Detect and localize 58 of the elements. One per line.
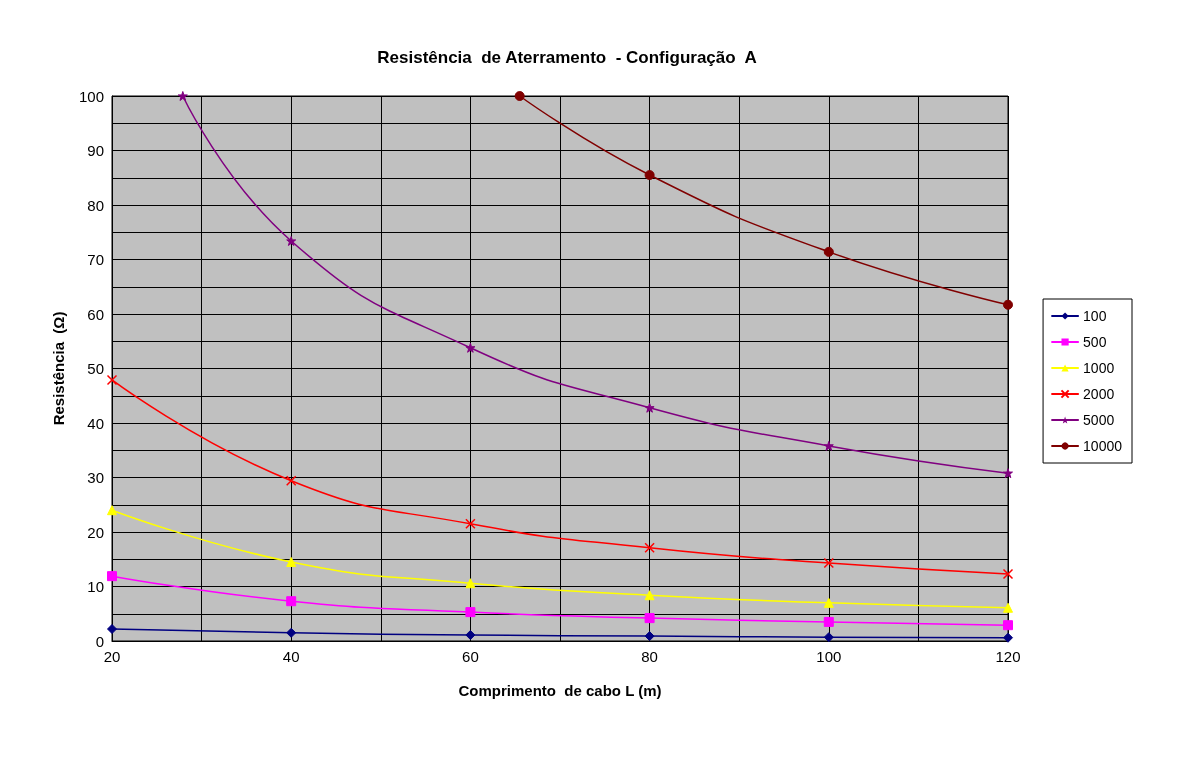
x-tick-label: 60 [462, 648, 479, 665]
point [823, 246, 834, 257]
y-tick-label: 50 [87, 360, 104, 377]
point [107, 505, 117, 516]
legend-label: 500 [1083, 334, 1107, 350]
point [286, 235, 297, 246]
point [644, 402, 655, 413]
y-tick-label: 60 [87, 305, 104, 323]
point [514, 91, 525, 101]
x-tick-label: 80 [641, 648, 658, 665]
point [107, 571, 117, 582]
point [644, 590, 655, 601]
point [1003, 468, 1013, 479]
y-tick-label: 20 [87, 523, 104, 541]
legend-label: 5000 [1083, 412, 1115, 428]
point [644, 170, 655, 181]
point [465, 518, 476, 530]
point [285, 475, 297, 487]
point [465, 630, 476, 641]
point [823, 557, 835, 569]
point [465, 342, 476, 353]
legend-label: 2000 [1083, 386, 1115, 402]
point [286, 627, 297, 638]
point [177, 91, 188, 101]
legend-label: 100 [1083, 308, 1107, 324]
point [644, 613, 655, 624]
point [465, 607, 476, 618]
chart-title: Resistência de Aterramento - Configuração A [377, 48, 757, 67]
x-axis-title: Comprimento de cabo L (m) [458, 682, 662, 699]
y-tick-label: 30 [87, 469, 104, 486]
point [644, 542, 655, 554]
y-tick-label: 80 [87, 196, 104, 214]
y-tick-label: 90 [87, 142, 104, 159]
y-tick-label: 70 [87, 251, 104, 268]
x-tick-label: 120 [995, 648, 1021, 665]
point [286, 556, 297, 567]
x-tick-label: 20 [103, 648, 121, 665]
x-tick-label: 100 [816, 648, 842, 665]
point [644, 631, 655, 642]
point [107, 624, 117, 635]
point [823, 440, 834, 451]
point [465, 578, 476, 589]
y-tick-label: 10 [87, 578, 104, 595]
legend-label: 1000 [1083, 360, 1115, 376]
point [823, 616, 834, 627]
point [1003, 632, 1013, 643]
point [1003, 299, 1013, 310]
legend-label: 10000 [1083, 438, 1123, 454]
point [823, 632, 834, 643]
y-tick-label: 40 [87, 414, 104, 432]
point [286, 596, 297, 607]
point [1003, 602, 1013, 613]
y-tick-label: 100 [78, 87, 104, 105]
point [823, 597, 834, 608]
y-tick-label: 0 [95, 632, 104, 650]
point [1003, 620, 1013, 631]
x-tick-label: 40 [282, 648, 300, 665]
y-axis-title: Resistência (Ω) [50, 311, 67, 426]
